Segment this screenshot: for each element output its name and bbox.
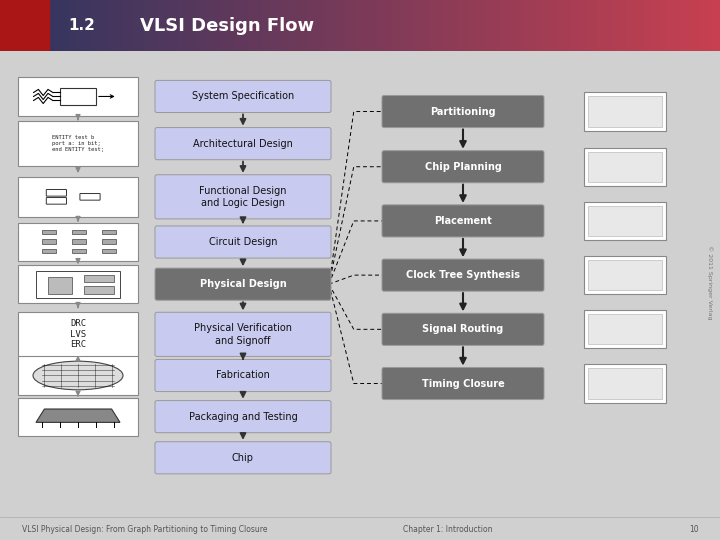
Bar <box>84 275 114 282</box>
FancyBboxPatch shape <box>382 151 544 183</box>
Bar <box>588 368 662 399</box>
Text: 10: 10 <box>689 525 698 534</box>
Text: VLSI Physical Design: From Graph Partitioning to Timing Closure: VLSI Physical Design: From Graph Partiti… <box>22 525 267 534</box>
Bar <box>42 230 56 234</box>
Text: Chip Planning: Chip Planning <box>425 161 501 172</box>
Bar <box>0 0 49 51</box>
FancyBboxPatch shape <box>382 367 544 400</box>
Text: DRC
LVS
ERC: DRC LVS ERC <box>70 320 86 349</box>
Text: Packaging and Testing: Packaging and Testing <box>189 411 297 422</box>
Bar <box>584 256 666 294</box>
Text: Chip: Chip <box>232 453 254 463</box>
FancyBboxPatch shape <box>155 80 331 112</box>
Bar <box>18 177 138 217</box>
Text: Fabrication: Fabrication <box>216 370 270 381</box>
FancyBboxPatch shape <box>382 259 544 291</box>
Bar <box>60 88 96 105</box>
Bar <box>102 239 117 244</box>
Bar <box>84 286 114 294</box>
Bar <box>18 121 138 166</box>
Polygon shape <box>36 409 120 422</box>
Text: 1.2: 1.2 <box>68 18 95 33</box>
Text: Architectural Design: Architectural Design <box>193 139 293 148</box>
Bar <box>48 276 72 294</box>
Bar <box>584 147 666 186</box>
FancyBboxPatch shape <box>155 175 331 219</box>
Text: Partitioning: Partitioning <box>430 106 496 117</box>
Text: System Specification: System Specification <box>192 91 294 102</box>
Bar <box>588 97 662 126</box>
FancyBboxPatch shape <box>382 96 544 127</box>
Text: Timing Closure: Timing Closure <box>422 379 505 388</box>
Bar <box>18 77 138 116</box>
Bar <box>72 249 86 253</box>
FancyBboxPatch shape <box>155 312 331 356</box>
Bar <box>18 356 138 395</box>
Bar <box>18 223 138 261</box>
Bar <box>18 265 138 303</box>
Text: Signal Routing: Signal Routing <box>423 325 503 334</box>
Text: Physical Verification
and Signoff: Physical Verification and Signoff <box>194 323 292 346</box>
Bar <box>588 314 662 345</box>
FancyBboxPatch shape <box>155 268 331 300</box>
FancyBboxPatch shape <box>155 401 331 433</box>
Bar <box>42 239 56 244</box>
Text: Clock Tree Synthesis: Clock Tree Synthesis <box>406 270 520 280</box>
Bar <box>584 364 666 403</box>
FancyBboxPatch shape <box>382 313 544 346</box>
Text: Placement: Placement <box>434 216 492 226</box>
Text: Chapter 1: Introduction: Chapter 1: Introduction <box>403 525 492 534</box>
Bar <box>18 312 138 357</box>
Bar <box>588 152 662 182</box>
Bar <box>588 260 662 290</box>
FancyBboxPatch shape <box>155 360 331 392</box>
Bar <box>584 202 666 240</box>
FancyBboxPatch shape <box>155 127 331 160</box>
Text: VLSI Design Flow: VLSI Design Flow <box>140 17 315 35</box>
FancyBboxPatch shape <box>80 193 100 200</box>
Text: ENTITY test b
port a: in bit;
end ENTITY test;: ENTITY test b port a: in bit; end ENTITY… <box>52 136 104 152</box>
Text: © 2011 Springer Verlag: © 2011 Springer Verlag <box>707 245 713 319</box>
Bar <box>102 249 117 253</box>
Bar <box>584 92 666 131</box>
FancyBboxPatch shape <box>155 442 331 474</box>
Text: Functional Design
and Logic Design: Functional Design and Logic Design <box>199 186 287 208</box>
Bar <box>72 239 86 244</box>
Bar <box>18 397 138 436</box>
FancyBboxPatch shape <box>382 205 544 237</box>
FancyBboxPatch shape <box>155 226 331 258</box>
Text: Circuit Design: Circuit Design <box>209 237 277 247</box>
FancyBboxPatch shape <box>46 198 66 204</box>
Ellipse shape <box>33 361 123 390</box>
Bar <box>588 206 662 236</box>
Bar <box>72 230 86 234</box>
Bar <box>102 230 117 234</box>
Bar <box>584 310 666 348</box>
Bar <box>42 249 56 253</box>
Bar <box>36 271 120 298</box>
Text: Physical Design: Physical Design <box>199 279 287 289</box>
FancyBboxPatch shape <box>46 190 66 196</box>
